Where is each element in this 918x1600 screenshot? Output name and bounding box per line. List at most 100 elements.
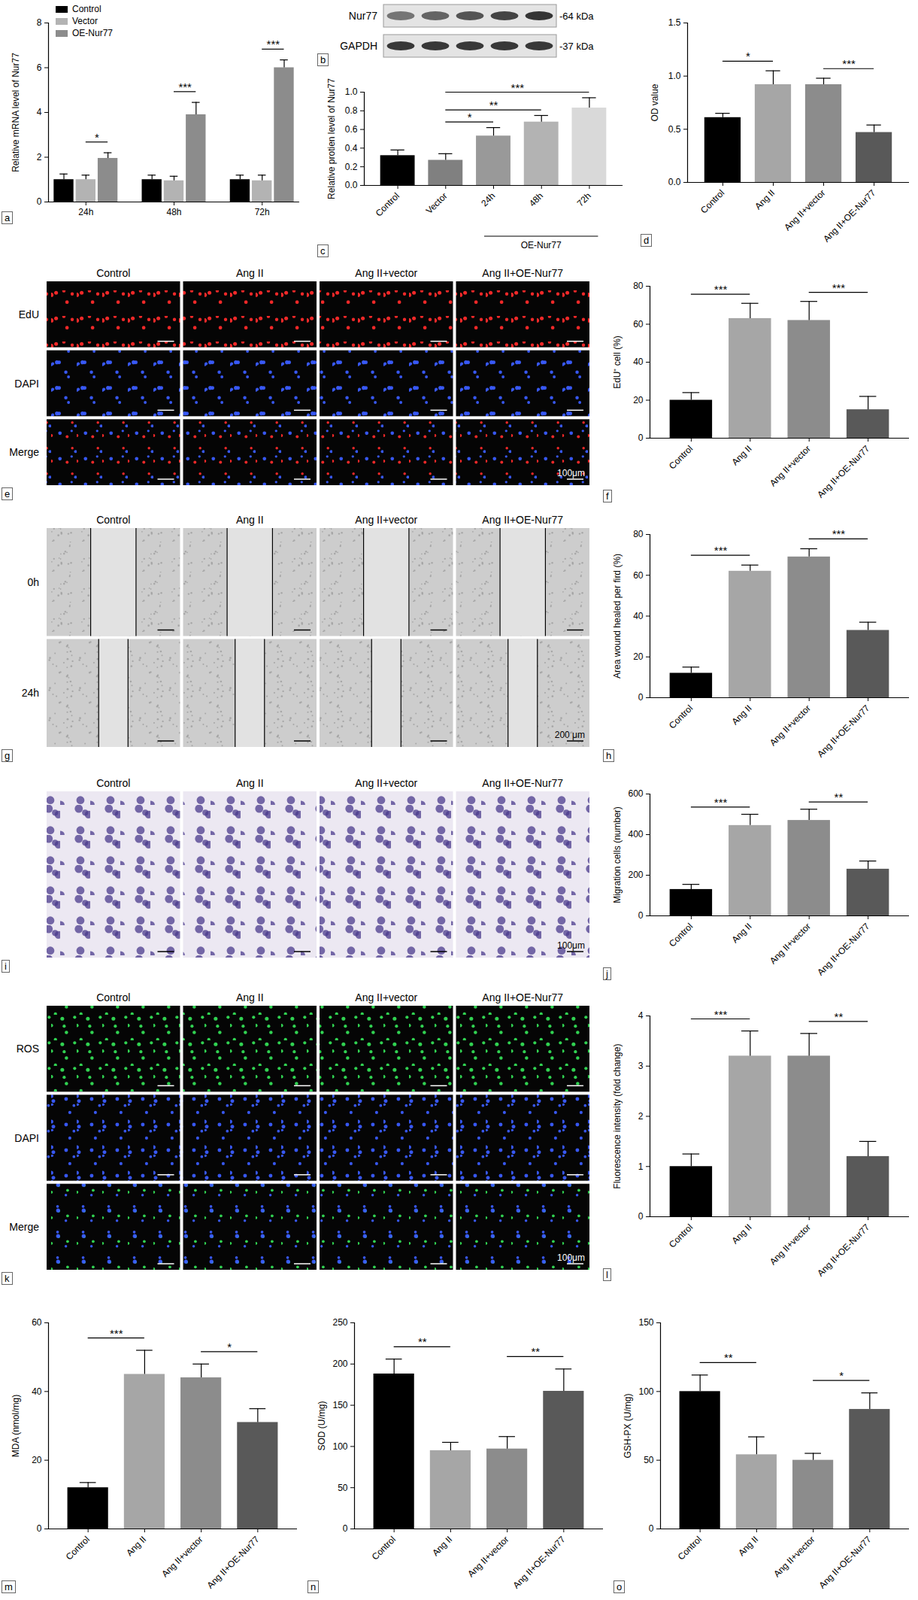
svg-text:Ang II: Ang II: [236, 990, 264, 1003]
svg-text:Control: Control: [369, 1533, 398, 1561]
svg-text:2: 2: [638, 1110, 644, 1121]
svg-text:Ang II+vector: Ang II+vector: [354, 266, 418, 279]
svg-text:***: ***: [511, 81, 525, 94]
svg-text:Ang II+vector: Ang II+vector: [767, 702, 813, 748]
svg-text:Ang II+OE-Nur77: Ang II+OE-Nur77: [481, 990, 564, 1003]
svg-text:2: 2: [36, 151, 43, 163]
svg-text:60: 60: [633, 569, 644, 581]
svg-text:80: 80: [633, 280, 644, 291]
svg-text:1: 1: [638, 1160, 644, 1172]
svg-text:Ang II: Ang II: [236, 266, 264, 279]
svg-text:Ang II+vector: Ang II+vector: [465, 1533, 511, 1579]
svg-text:100: 100: [332, 1440, 348, 1452]
svg-text:*: *: [94, 130, 100, 144]
svg-text:-37 kDa: -37 kDa: [559, 40, 594, 52]
svg-text:4: 4: [638, 1009, 644, 1021]
svg-text:100μm: 100μm: [557, 939, 585, 951]
svg-text:Ang II+vector: Ang II+vector: [767, 442, 813, 488]
svg-text:0.6: 0.6: [345, 124, 358, 135]
svg-text:0.0: 0.0: [345, 179, 358, 191]
svg-text:Ang II+OE-Nur77: Ang II+OE-Nur77: [204, 1533, 261, 1590]
svg-text:***: ***: [832, 281, 846, 294]
svg-text:**: **: [724, 1350, 734, 1364]
svg-text:EdU: EdU: [18, 308, 40, 321]
svg-text:**: **: [834, 1009, 844, 1023]
svg-text:***: ***: [842, 57, 856, 70]
svg-text:4: 4: [36, 106, 43, 118]
svg-text:OE-Nur77: OE-Nur77: [521, 239, 562, 251]
svg-text:50: 50: [337, 1481, 349, 1493]
svg-text:8: 8: [36, 17, 43, 28]
svg-text:Ang II: Ang II: [730, 1220, 755, 1246]
svg-text:150: 150: [638, 1316, 654, 1328]
svg-text:Ang II: Ang II: [730, 702, 755, 727]
svg-text:0: 0: [36, 1522, 43, 1534]
svg-text:24h: 24h: [478, 190, 497, 209]
svg-text:ROS: ROS: [16, 1042, 40, 1055]
svg-text:48h: 48h: [166, 206, 182, 218]
svg-text:72h: 72h: [254, 206, 270, 218]
svg-text:SOD (U/mg): SOD (U/mg): [316, 1399, 328, 1450]
svg-text:Ang II: Ang II: [236, 513, 264, 526]
svg-text:Ang II+OE-Nur77: Ang II+OE-Nur77: [814, 442, 872, 500]
svg-text:0.4: 0.4: [345, 142, 358, 154]
svg-text:150: 150: [332, 1399, 348, 1410]
svg-text:Control: Control: [63, 1533, 92, 1561]
svg-text:Control: Control: [96, 513, 131, 526]
svg-text:48h: 48h: [527, 190, 546, 209]
svg-text:Ang II+vector: Ang II+vector: [354, 990, 418, 1003]
svg-text:600: 600: [627, 787, 643, 799]
svg-text:60: 60: [633, 318, 644, 330]
svg-text:Ang II+OE-Nur77: Ang II+OE-Nur77: [481, 513, 564, 526]
svg-text:Ang II: Ang II: [736, 1533, 761, 1558]
svg-text:DAPI: DAPI: [14, 1131, 40, 1144]
svg-text:1.5: 1.5: [668, 17, 682, 28]
svg-text:80: 80: [633, 528, 644, 540]
svg-text:Ang II+vector: Ang II+vector: [781, 187, 828, 233]
svg-text:***: ***: [714, 1007, 728, 1021]
svg-text:100μm: 100μm: [557, 1251, 585, 1263]
svg-text:60: 60: [31, 1316, 43, 1328]
svg-text:0: 0: [638, 691, 644, 703]
svg-text:**: **: [418, 1334, 428, 1348]
svg-text:0.2: 0.2: [345, 161, 358, 173]
svg-text:Control: Control: [373, 190, 402, 219]
svg-text:Ang II+OE-Nur77: Ang II+OE-Nur77: [481, 776, 564, 789]
svg-text:***: ***: [714, 543, 728, 557]
svg-text:Ang II+OE-Nur77: Ang II+OE-Nur77: [814, 920, 872, 977]
svg-text:1.0: 1.0: [345, 86, 358, 97]
svg-text:Ang II: Ang II: [752, 187, 777, 212]
svg-text:**: **: [530, 1344, 540, 1358]
svg-text:20: 20: [633, 651, 644, 662]
svg-text:100: 100: [638, 1385, 654, 1397]
svg-text:Fluorescence intensity (fold c: Fluorescence intensity (fold change): [612, 1043, 623, 1189]
svg-text:0: 0: [342, 1522, 349, 1534]
svg-text:0.0: 0.0: [668, 176, 682, 188]
svg-text:200: 200: [332, 1357, 348, 1369]
svg-text:OD value: OD value: [649, 83, 661, 122]
svg-text:***: ***: [266, 37, 281, 51]
svg-text:***: ***: [714, 282, 728, 296]
svg-text:*: *: [839, 1368, 844, 1382]
svg-text:Control: Control: [96, 776, 131, 789]
svg-text:Ang II+OE-Nur77: Ang II+OE-Nur77: [814, 1220, 872, 1278]
svg-text:0.8: 0.8: [345, 105, 358, 116]
svg-text:Ang II+OE-Nur77: Ang II+OE-Nur77: [814, 702, 872, 759]
svg-text:***: ***: [109, 1326, 124, 1340]
svg-text:40: 40: [31, 1385, 43, 1397]
svg-text:0h: 0h: [27, 575, 40, 588]
svg-text:Nur77: Nur77: [348, 9, 378, 22]
svg-text:GAPDH: GAPDH: [339, 39, 378, 52]
svg-text:200 μm: 200 μm: [554, 729, 585, 740]
svg-text:72h: 72h: [575, 190, 594, 209]
svg-text:0: 0: [36, 196, 43, 207]
svg-text:Ang II: Ang II: [236, 776, 264, 789]
svg-text:3: 3: [638, 1060, 644, 1071]
svg-text:Ang II: Ang II: [430, 1533, 455, 1558]
svg-text:24h: 24h: [21, 686, 40, 699]
svg-text:Control: Control: [666, 702, 695, 731]
svg-text:Ang II: Ang II: [124, 1533, 149, 1558]
svg-text:EdU⁺ cell (%): EdU⁺ cell (%): [612, 335, 623, 389]
svg-text:Ang II+vector: Ang II+vector: [354, 776, 418, 789]
svg-text:Ang II+vector: Ang II+vector: [767, 1220, 813, 1267]
